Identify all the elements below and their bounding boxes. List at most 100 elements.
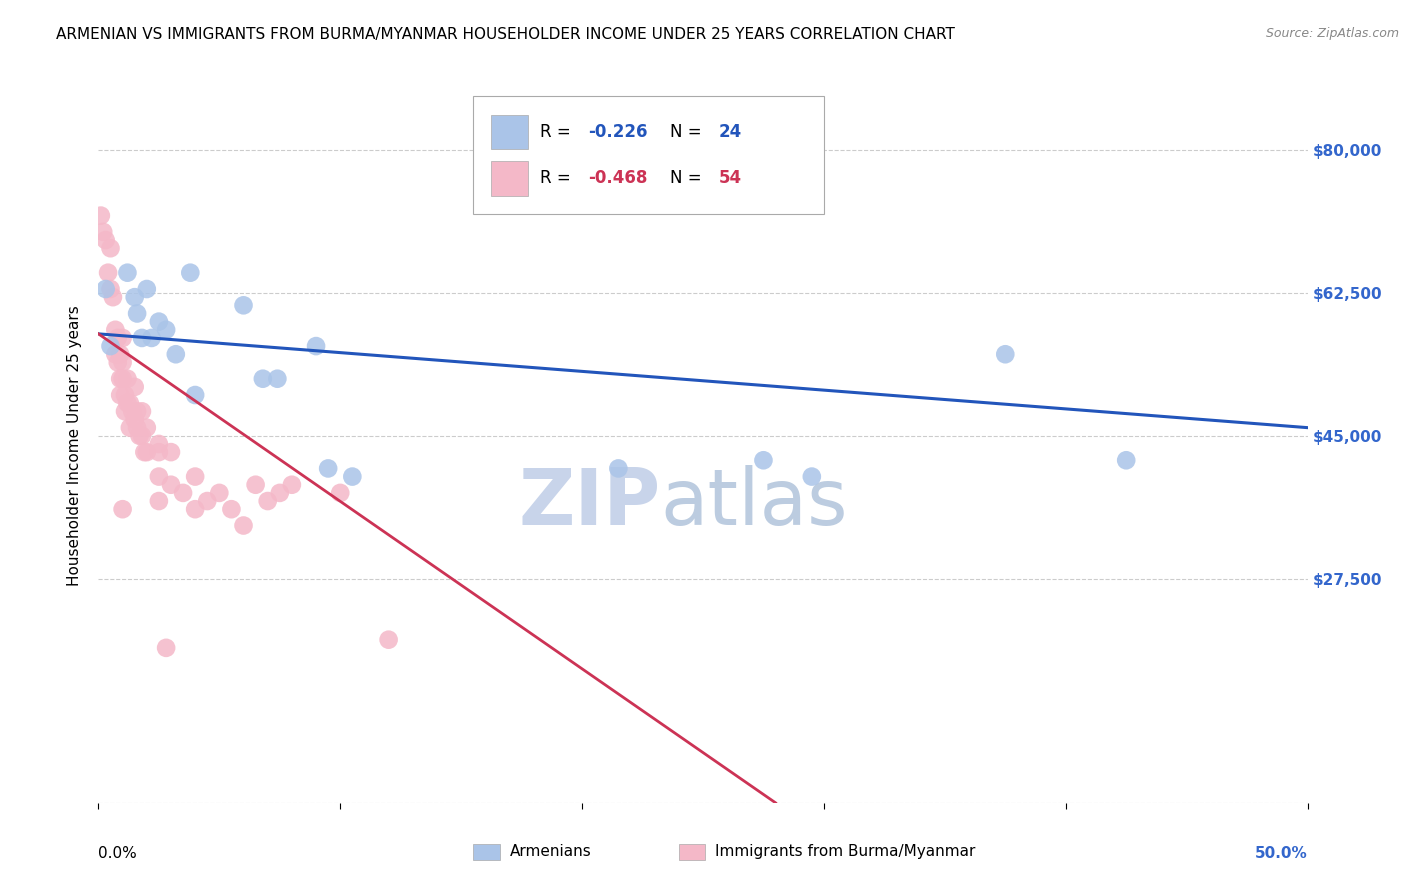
Point	[127, 404, 149, 418]
Point	[1115, 453, 1137, 467]
Text: Armenians: Armenians	[509, 844, 592, 859]
Point	[141, 331, 163, 345]
Point	[269, 486, 291, 500]
Point	[232, 518, 254, 533]
Point	[111, 372, 134, 386]
Point	[184, 388, 207, 402]
Text: atlas: atlas	[661, 465, 848, 541]
Point	[108, 388, 131, 402]
Point	[121, 404, 143, 418]
FancyBboxPatch shape	[474, 844, 501, 860]
Point	[100, 241, 122, 255]
Point	[134, 445, 156, 459]
Point	[131, 404, 153, 418]
FancyBboxPatch shape	[474, 96, 824, 214]
Point	[135, 445, 157, 459]
Point	[107, 331, 129, 345]
Point	[131, 429, 153, 443]
Text: -0.226: -0.226	[588, 123, 648, 141]
Text: R =: R =	[540, 169, 576, 187]
Point	[148, 469, 170, 483]
Point	[131, 331, 153, 345]
Point	[994, 347, 1017, 361]
Point	[124, 412, 146, 426]
Point	[342, 469, 364, 483]
Point	[165, 347, 187, 361]
Point	[155, 640, 177, 655]
Point	[100, 339, 122, 353]
Point	[329, 486, 352, 500]
FancyBboxPatch shape	[492, 115, 527, 149]
Text: ZIP: ZIP	[519, 465, 661, 541]
Text: R =: R =	[540, 123, 576, 141]
Point	[305, 339, 328, 353]
Point	[752, 453, 775, 467]
Point	[127, 306, 149, 320]
Point	[281, 477, 304, 491]
Point	[124, 380, 146, 394]
Text: 0.0%: 0.0%	[98, 846, 138, 861]
Point	[114, 388, 136, 402]
Point	[108, 347, 131, 361]
Point	[179, 266, 201, 280]
Point	[94, 233, 117, 247]
Point	[208, 486, 231, 500]
FancyBboxPatch shape	[492, 161, 527, 195]
Text: ARMENIAN VS IMMIGRANTS FROM BURMA/MYANMAR HOUSEHOLDER INCOME UNDER 25 YEARS CORR: ARMENIAN VS IMMIGRANTS FROM BURMA/MYANMA…	[56, 27, 955, 42]
Point	[108, 372, 131, 386]
Point	[91, 225, 114, 239]
Text: -0.468: -0.468	[588, 169, 648, 187]
Point	[184, 469, 207, 483]
Point	[135, 282, 157, 296]
Point	[256, 494, 278, 508]
Text: 50.0%: 50.0%	[1254, 846, 1308, 861]
Point	[148, 437, 170, 451]
Point	[114, 404, 136, 418]
Text: 24: 24	[718, 123, 742, 141]
Text: Source: ZipAtlas.com: Source: ZipAtlas.com	[1265, 27, 1399, 40]
Point	[111, 331, 134, 345]
FancyBboxPatch shape	[679, 844, 706, 860]
Point	[107, 355, 129, 369]
Point	[800, 469, 823, 483]
Text: N =: N =	[671, 123, 707, 141]
Point	[155, 323, 177, 337]
Point	[100, 282, 122, 296]
Point	[160, 477, 183, 491]
Point	[128, 429, 150, 443]
Point	[127, 420, 149, 434]
Point	[104, 347, 127, 361]
Point	[160, 445, 183, 459]
Text: Immigrants from Burma/Myanmar: Immigrants from Burma/Myanmar	[716, 844, 976, 859]
Point	[117, 372, 139, 386]
Point	[104, 323, 127, 337]
Point	[90, 209, 112, 223]
Point	[118, 420, 141, 434]
Point	[266, 372, 288, 386]
Point	[111, 502, 134, 516]
Point	[94, 282, 117, 296]
Point	[97, 266, 120, 280]
Text: N =: N =	[671, 169, 707, 187]
Point	[117, 396, 139, 410]
Point	[118, 396, 141, 410]
Point	[111, 355, 134, 369]
Point	[607, 461, 630, 475]
Point	[172, 486, 194, 500]
Point	[184, 502, 207, 516]
Point	[148, 494, 170, 508]
Point	[232, 298, 254, 312]
Point	[377, 632, 399, 647]
Point	[316, 461, 339, 475]
Point	[252, 372, 274, 386]
Point	[117, 266, 139, 280]
Point	[195, 494, 218, 508]
Point	[124, 290, 146, 304]
Y-axis label: Householder Income Under 25 years: Householder Income Under 25 years	[67, 306, 83, 586]
Point	[135, 420, 157, 434]
Point	[148, 445, 170, 459]
Text: 54: 54	[718, 169, 742, 187]
Point	[148, 315, 170, 329]
Point	[221, 502, 243, 516]
Point	[101, 290, 124, 304]
